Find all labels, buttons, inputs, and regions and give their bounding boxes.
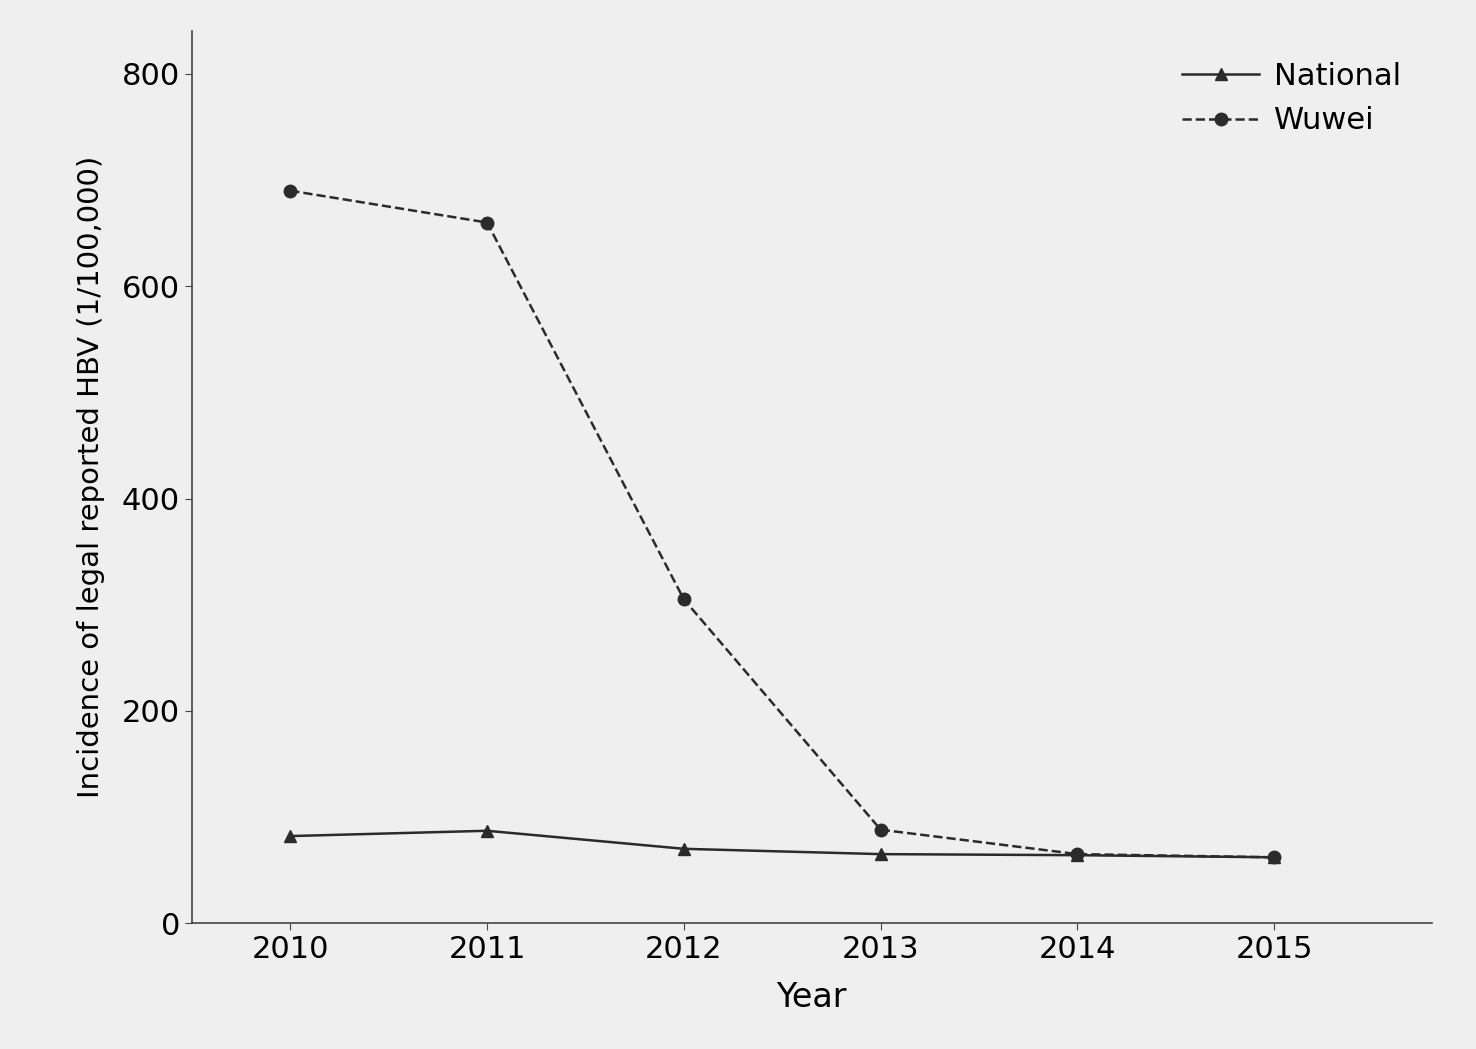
Line: National: National	[283, 825, 1281, 863]
Wuwei	[872, 823, 890, 836]
Wuwei	[282, 185, 300, 197]
National	[675, 842, 692, 855]
Y-axis label: Incidence of legal reported HBV (1/100,000): Incidence of legal reported HBV (1/100,0…	[77, 156, 105, 798]
Wuwei	[675, 593, 692, 605]
National	[478, 825, 496, 837]
Wuwei	[1069, 848, 1086, 860]
Line: Wuwei: Wuwei	[283, 185, 1281, 863]
Wuwei	[478, 216, 496, 229]
X-axis label: Year: Year	[776, 981, 847, 1013]
Wuwei	[1265, 851, 1283, 863]
National	[1069, 849, 1086, 861]
National	[1265, 851, 1283, 863]
Legend: National, Wuwei: National, Wuwei	[1168, 47, 1417, 151]
National	[282, 830, 300, 842]
National	[872, 848, 890, 860]
